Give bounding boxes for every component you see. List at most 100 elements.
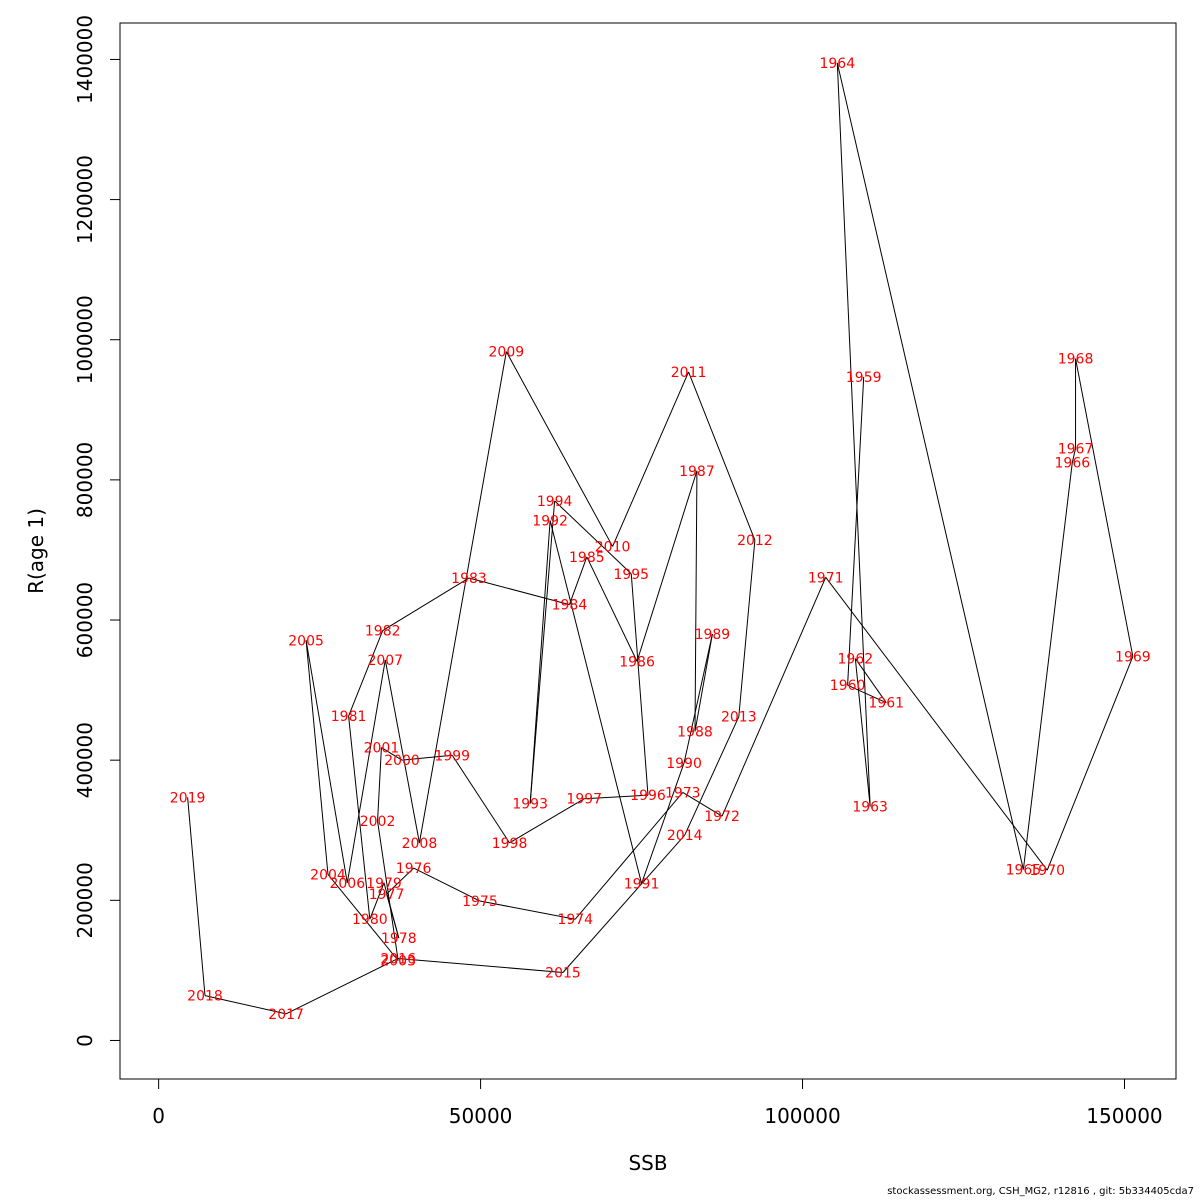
trajectory-segment [348,715,371,920]
year-label-1994: 1994 [537,494,573,510]
trajectory-segment [377,821,399,961]
trajectory-segment [641,762,685,884]
x-axis: 0 50000 100000 150000 [152,1078,1163,1128]
year-label-1975: 1975 [462,894,498,910]
trajectory-segment [468,577,570,606]
year-label-2013: 2013 [721,710,757,726]
trajectory-segment [549,520,643,884]
y-tick-label: 400000 [73,722,97,798]
trajectory-segment [688,371,756,541]
trajectory-segment [398,957,564,973]
trajectory-segment [682,791,723,817]
trajectory-segment [636,470,698,662]
trajectory-lines [187,62,1134,1015]
trajectory-segment [847,376,865,686]
trajectory-segment [305,640,348,883]
trajectory-segment [847,684,887,704]
year-label-2015: 2015 [545,965,581,981]
y-tick-label: 0 [73,1034,97,1047]
year-label-1996: 1996 [630,788,666,804]
year-label-2000: 2000 [384,753,420,769]
year-label-1979: 1979 [366,876,402,892]
year-label-2008: 2008 [402,836,438,852]
year-label-2014: 2014 [667,828,703,844]
trajectory-segment [384,659,420,843]
trajectory-segment [346,659,386,883]
trajectory-segment [738,540,756,717]
trajectory-segment [377,747,382,822]
year-label-2003: 2003 [380,954,416,970]
trajectory-segment [479,900,576,920]
trajectory-segment [348,630,384,717]
year-label-1961: 1961 [868,696,904,712]
plot-frame [119,22,1177,1080]
year-label-1987: 1987 [679,464,715,480]
year-label-1980: 1980 [352,912,388,928]
year-label-1981: 1981 [331,709,367,725]
year-label-1986: 1986 [619,654,655,670]
trajectory-segment [612,371,690,547]
year-label-2019: 2019 [170,790,206,806]
x-axis-title: SSB [628,1151,667,1175]
year-label-1976: 1976 [396,861,432,877]
y-tick-label: 800000 [73,442,97,518]
trajectory-segment [509,798,585,844]
year-label-2012: 2012 [737,533,773,549]
year-label-1993: 1993 [512,797,548,813]
year-label-2009: 2009 [489,345,525,361]
year-label-1964: 1964 [819,56,855,72]
year-label-1970: 1970 [1029,863,1065,879]
year-label-1969: 1969 [1115,649,1151,665]
x-tick-label: 50000 [449,1104,513,1128]
y-tick-label: 600000 [73,582,97,658]
trajectory-segment [505,351,614,547]
trajectory-segment [418,351,507,843]
trajectory-segment [694,633,713,732]
year-label-2001: 2001 [364,741,400,757]
trajectory-segment [721,577,827,817]
trajectory-segment [529,500,556,804]
trajectory-segment [451,754,510,844]
trajectory-segment [1075,358,1134,657]
trajectory-segment [305,640,329,875]
trajectory-segment [1046,656,1134,871]
y-axis-title: R(age 1) [24,508,48,594]
trajectory-segment [1071,448,1077,463]
y-tick-label: 1400000 [73,15,97,104]
trajectory-segment [204,995,287,1015]
year-label-1965: 1965 [1006,862,1042,878]
year-label-1983: 1983 [451,571,487,587]
year-label-2011: 2011 [671,365,707,381]
trajectory-segment [683,633,713,764]
year-label-1977: 1977 [369,887,405,903]
year-label-2016: 2016 [380,951,416,967]
trajectory-segment [285,958,399,1015]
x-tick-label: 100000 [764,1104,840,1128]
trajectory-segment [836,62,871,807]
trajectory-segment [413,867,481,902]
year-label-1992: 1992 [532,514,568,530]
y-axis: 0 200000 400000 600000 800000 1000000 1200000 1… [73,15,121,1047]
year-label-2002: 2002 [360,814,396,830]
trajectory-segment [854,658,871,807]
year-label-2010: 2010 [595,539,631,555]
trajectory-segment [586,556,638,662]
year-label-1968: 1968 [1058,352,1094,368]
year-label-2006: 2006 [329,876,365,892]
x-tick-label: 0 [152,1104,165,1128]
trajectory-segment [554,500,632,575]
year-label-1966: 1966 [1055,455,1091,471]
trajectory-segment [836,62,1024,870]
year-label-1962: 1962 [838,652,874,668]
year-label-2007: 2007 [367,653,403,669]
trajectory-segment [327,874,399,961]
year-label-1973: 1973 [665,785,701,801]
year-label-2004: 2004 [310,867,346,883]
year-label-1963: 1963 [852,799,888,815]
year-label-1978: 1978 [381,931,417,947]
footer-credit: stockassessment.org, CSH_MG2, r12816 , g… [887,1186,1194,1197]
trajectory-segment [630,573,649,796]
year-label-1960: 1960 [830,678,866,694]
